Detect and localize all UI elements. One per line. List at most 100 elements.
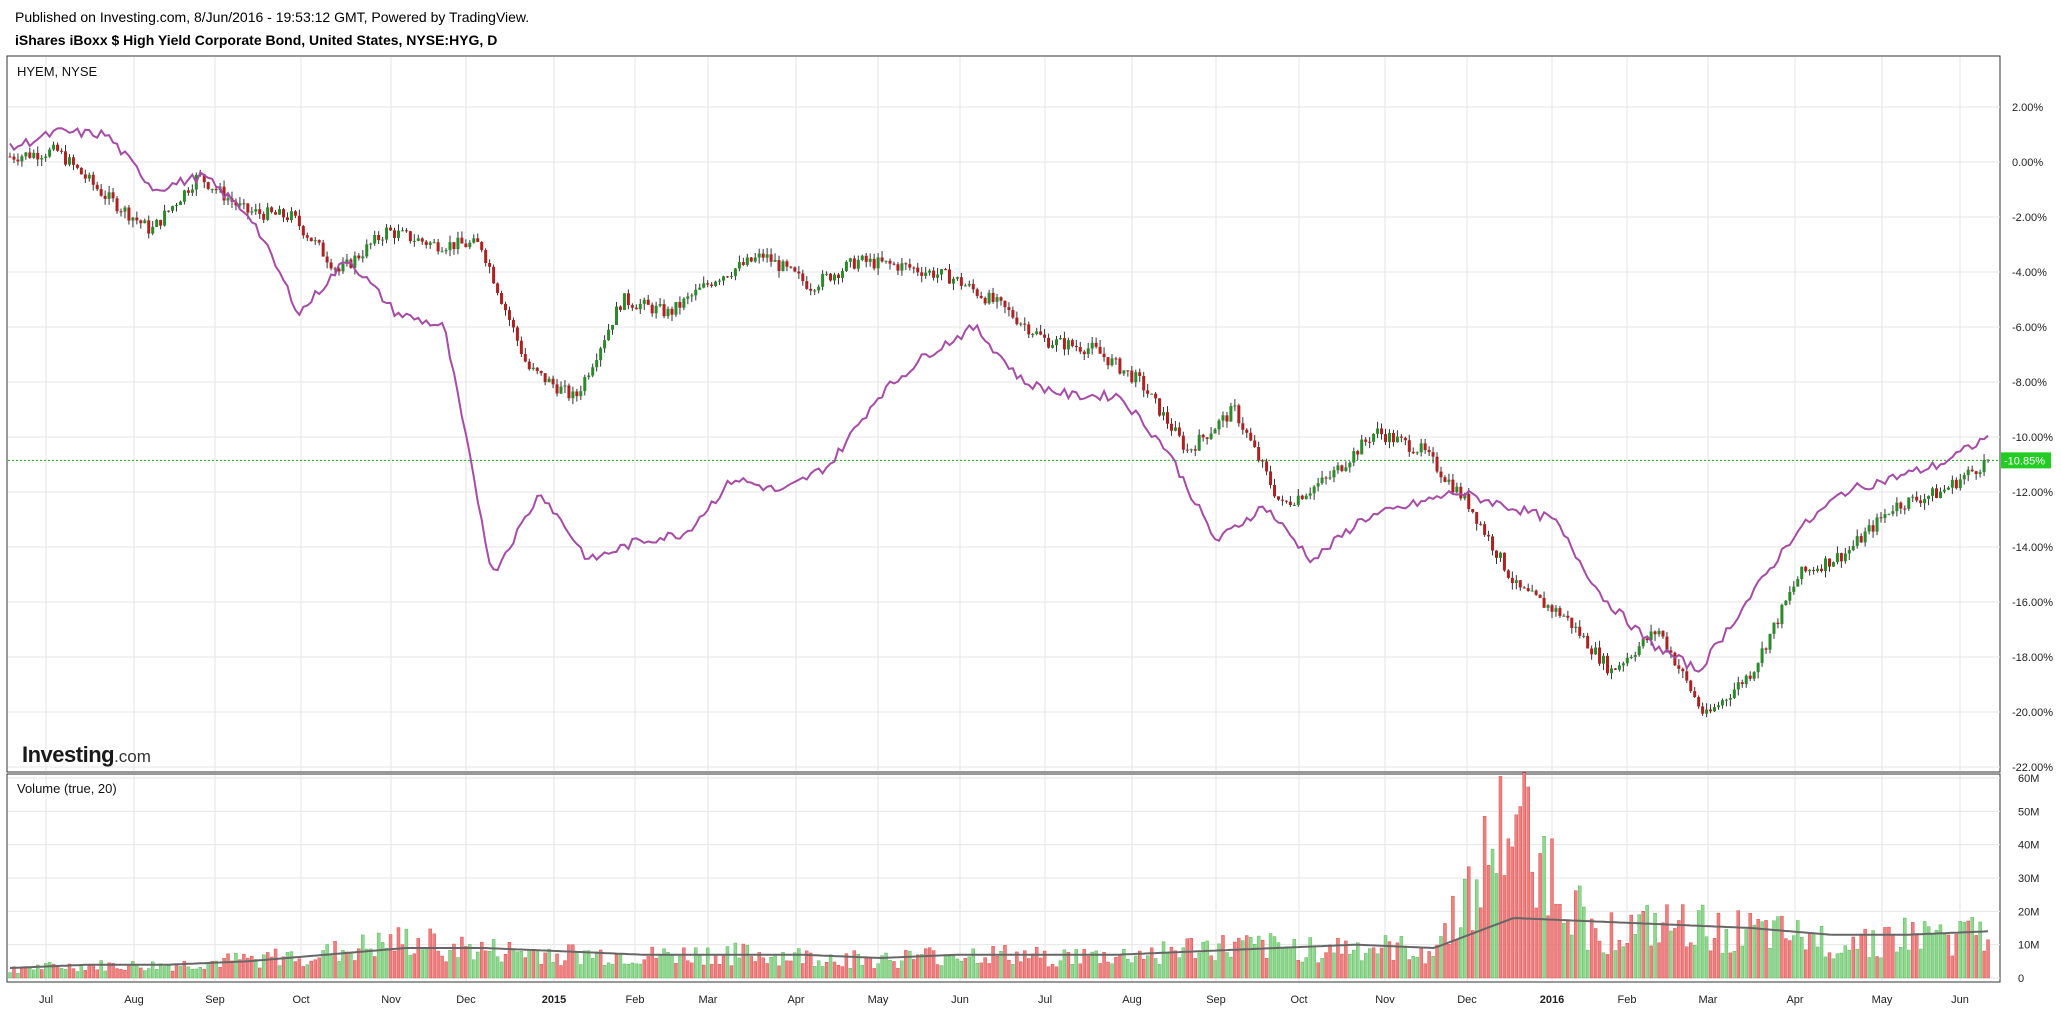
volume-bar xyxy=(1724,928,1729,979)
candle-body xyxy=(468,242,472,248)
candle-body xyxy=(507,310,511,320)
volume-bar xyxy=(345,951,349,979)
x-tick-label: Nov xyxy=(381,994,401,1006)
volume-bar xyxy=(507,942,512,979)
volume-bar xyxy=(1926,926,1931,979)
candle-body xyxy=(821,273,825,287)
volume-bar xyxy=(1134,955,1138,979)
volume-bar xyxy=(551,962,555,979)
volume-bar xyxy=(725,946,730,979)
candle-body xyxy=(547,378,551,383)
candle-body xyxy=(127,207,131,221)
candle-body xyxy=(1043,334,1047,338)
volume-bar xyxy=(1562,922,1566,979)
volume-bar xyxy=(670,955,674,979)
volume-bar xyxy=(967,956,971,979)
volume-bar xyxy=(1558,903,1562,979)
volume-bar xyxy=(103,970,107,979)
volume-bar xyxy=(1145,955,1150,979)
candle-body xyxy=(484,249,488,263)
candle-body xyxy=(753,257,757,262)
candle-body xyxy=(79,167,83,175)
candle-body xyxy=(8,156,12,158)
volume-bar xyxy=(1883,927,1887,979)
volume-bar xyxy=(1360,960,1364,979)
volume-bar xyxy=(1363,953,1368,979)
volume-bar xyxy=(749,956,753,979)
candle-body xyxy=(1284,500,1288,502)
volume-bar xyxy=(923,948,928,979)
published-note: Published on Investing.com, 8/Jun/2016 -… xyxy=(15,9,530,25)
volume-bar xyxy=(1736,910,1741,979)
volume-bar xyxy=(190,969,195,979)
candle-body xyxy=(91,174,95,185)
volume-bar xyxy=(491,939,496,979)
candle-body xyxy=(1863,531,1867,543)
volume-bar xyxy=(935,964,940,979)
candle-body xyxy=(1419,443,1423,453)
volume-bar xyxy=(1312,946,1316,979)
volume-tick-label: 20M xyxy=(2018,906,2039,918)
x-tick-label: Oct xyxy=(292,994,309,1006)
candle-body xyxy=(1685,671,1689,681)
volume-bar xyxy=(816,960,821,979)
candle-body xyxy=(1851,545,1855,551)
candle-body xyxy=(36,152,40,160)
volume-bar xyxy=(67,963,72,979)
candle-body xyxy=(250,211,254,213)
candle-body xyxy=(365,244,369,257)
candle-body xyxy=(1744,675,1748,685)
candle-body xyxy=(963,285,967,287)
candle-body xyxy=(1510,577,1514,584)
candle-body xyxy=(531,367,535,370)
candle-body xyxy=(666,308,670,317)
candle-body xyxy=(1316,483,1320,487)
volume-bar xyxy=(1934,930,1939,979)
volume-bar xyxy=(464,946,468,979)
volume-bar xyxy=(1324,952,1328,979)
candle-body xyxy=(393,230,397,238)
candle-body xyxy=(1475,512,1479,524)
candle-body xyxy=(599,348,603,361)
volume-bar xyxy=(797,948,801,979)
volume-tick-label: 10M xyxy=(2018,940,2039,952)
volume-bar xyxy=(1629,914,1633,979)
volume-bar xyxy=(111,963,115,979)
candle-body xyxy=(690,295,694,297)
candle-body xyxy=(1280,499,1284,501)
candle-body xyxy=(202,174,206,183)
volume-bar xyxy=(325,944,329,979)
candle-body xyxy=(801,273,805,282)
volume-bar xyxy=(1375,953,1380,979)
volume-bar xyxy=(1518,806,1522,979)
candle-body xyxy=(1257,447,1261,461)
volume-bar xyxy=(357,948,361,979)
volume-bar xyxy=(1514,814,1519,979)
candle-body xyxy=(1237,405,1241,424)
volume-bar xyxy=(868,956,872,979)
candle-body xyxy=(836,274,840,278)
price-tick-label: -18.00% xyxy=(2012,652,2053,664)
volume-bar xyxy=(1661,922,1665,979)
volume-bar xyxy=(1264,958,1269,979)
candle-body xyxy=(1839,553,1843,562)
candle-body xyxy=(1288,501,1292,506)
candle-body xyxy=(1808,569,1812,572)
volume-bar xyxy=(1574,890,1578,979)
last-value-label: -10.85% xyxy=(2004,455,2045,467)
candle-body xyxy=(1804,566,1808,572)
volume-bar xyxy=(337,961,341,979)
price-tick-label: -8.00% xyxy=(2012,377,2047,389)
volume-bar xyxy=(1510,846,1515,979)
candle-body xyxy=(424,241,428,245)
candle-body xyxy=(131,217,135,221)
volume-bar xyxy=(1419,948,1423,979)
candle-body xyxy=(1796,579,1800,587)
candle-body xyxy=(785,261,789,267)
volume-bar xyxy=(1411,956,1415,979)
volume-bar xyxy=(1522,772,1526,979)
candle-body xyxy=(1162,412,1166,416)
candle-body xyxy=(1086,348,1090,355)
candle-body xyxy=(115,198,119,212)
